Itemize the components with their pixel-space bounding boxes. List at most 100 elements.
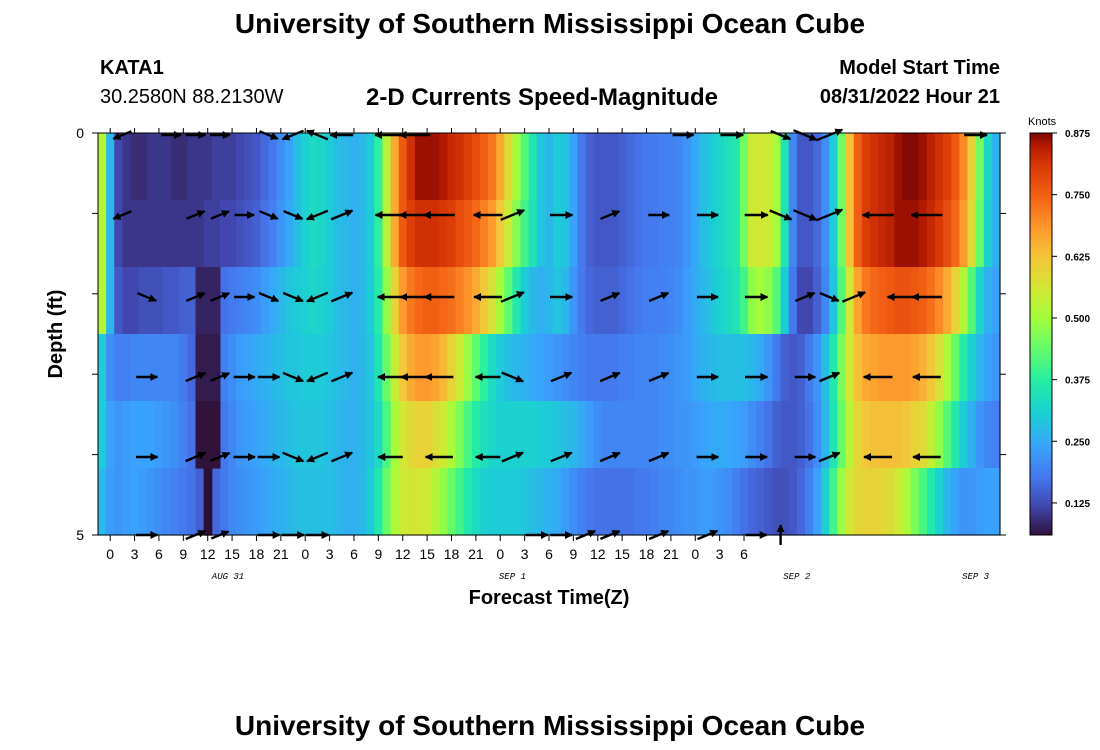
- heat-cell: [788, 267, 798, 335]
- heat-cell: [154, 133, 164, 201]
- heat-cell: [886, 133, 895, 201]
- heat-cell: [585, 334, 595, 402]
- y-tick-label: 5: [76, 527, 84, 543]
- heat-cell: [772, 200, 782, 268]
- heat-cell: [967, 200, 977, 268]
- heat-cell: [975, 200, 985, 268]
- heat-cell: [804, 133, 814, 201]
- heat-cell: [878, 133, 887, 201]
- colorbar: Knots 0.125 0.250 0.375 0.500 0.625 0.750 0.87…: [1028, 116, 1090, 536]
- heat-cell: [455, 200, 465, 268]
- current-vector: [501, 371, 525, 383]
- heat-cell: [764, 334, 774, 402]
- heat-cell: [268, 200, 278, 268]
- heat-cell: [219, 267, 229, 335]
- speed-heatmap: [98, 133, 1001, 536]
- heat-cell: [187, 200, 197, 268]
- heat-cell: [878, 267, 887, 335]
- heat-cell: [488, 334, 497, 402]
- heat-cell: [439, 267, 449, 335]
- heat-cell: [349, 468, 359, 536]
- heat-cell: [918, 334, 928, 402]
- x-tick-label: 3: [716, 546, 724, 562]
- colorbar-unit: Knots: [1028, 116, 1057, 128]
- heat-cell: [699, 200, 709, 268]
- heat-cell: [829, 401, 839, 469]
- heat-cell: [910, 200, 920, 268]
- heat-cell: [309, 468, 319, 536]
- heat-cell: [284, 267, 294, 335]
- heat-cell: [553, 468, 562, 536]
- heat-cell: [301, 200, 310, 268]
- heat-cell: [796, 334, 806, 402]
- heat-cell: [983, 334, 993, 402]
- heat-cell: [114, 267, 123, 335]
- heat-cell-low: [195, 334, 221, 402]
- heat-cell: [748, 133, 757, 201]
- heat-cell: [642, 334, 652, 402]
- heat-cell: [374, 468, 384, 536]
- current-vector: [259, 210, 279, 220]
- heat-cell: [284, 200, 294, 268]
- heat-cell: [463, 200, 473, 268]
- heat-cell: [390, 267, 400, 335]
- date-label: SEP 3: [962, 572, 990, 582]
- heat-cell: [138, 200, 148, 268]
- heat-cell: [520, 334, 530, 402]
- heat-cell: [796, 267, 806, 335]
- heat-cell: [666, 133, 676, 201]
- heat-cell: [390, 200, 400, 268]
- heat-cell: [845, 200, 855, 268]
- heat-cell: [926, 334, 936, 402]
- heat-cell: [130, 334, 140, 402]
- heat-cell: [902, 200, 912, 268]
- heat-cell: [967, 133, 977, 201]
- heat-cell: [390, 133, 400, 201]
- heat-cell: [788, 468, 798, 536]
- current-vector: [648, 451, 670, 463]
- current-vector: [600, 291, 621, 303]
- heat-cell: [260, 401, 270, 469]
- heat-cell: [414, 267, 424, 335]
- heat-cell: [618, 133, 627, 201]
- heat-cell: [756, 133, 765, 201]
- heat-cell: [496, 468, 505, 536]
- heat-cell: [837, 267, 847, 335]
- heat-cell: [130, 133, 140, 201]
- heat-cell: [276, 267, 286, 335]
- heat-cell: [284, 133, 294, 201]
- heat-cell: [179, 401, 188, 469]
- heat-cell: [878, 401, 887, 469]
- heat-cell: [293, 334, 302, 402]
- heat-cell: [471, 267, 481, 335]
- heat-cell: [943, 334, 952, 402]
- current-vector: [210, 292, 231, 302]
- heat-cell: [528, 267, 538, 335]
- heat-cell: [845, 267, 855, 335]
- heat-cell: [918, 468, 928, 536]
- heat-cell: [821, 267, 830, 335]
- heat-cell: [146, 133, 156, 201]
- x-tick-label: 9: [179, 546, 187, 562]
- heat-cell: [902, 401, 912, 469]
- current-vector: [818, 451, 841, 463]
- heat-cell: [244, 267, 253, 335]
- current-vector: [306, 451, 329, 463]
- heat-cell: [731, 200, 741, 268]
- heat-cell: [479, 401, 489, 469]
- heat-cell: [585, 401, 595, 469]
- heat-cell: [666, 401, 676, 469]
- heat-cell: [431, 468, 440, 536]
- heat-cell: [878, 200, 887, 268]
- current-vector: [305, 209, 329, 221]
- heat-cell: [845, 468, 855, 536]
- current-vector: [185, 292, 206, 302]
- heat-cell: [471, 401, 481, 469]
- heat-cell: [138, 468, 148, 536]
- heat-cell: [236, 468, 245, 536]
- x-tick-label: 9: [569, 546, 577, 562]
- heat-cell: [228, 334, 237, 402]
- heat-cell: [349, 267, 359, 335]
- current-vector: [648, 371, 670, 383]
